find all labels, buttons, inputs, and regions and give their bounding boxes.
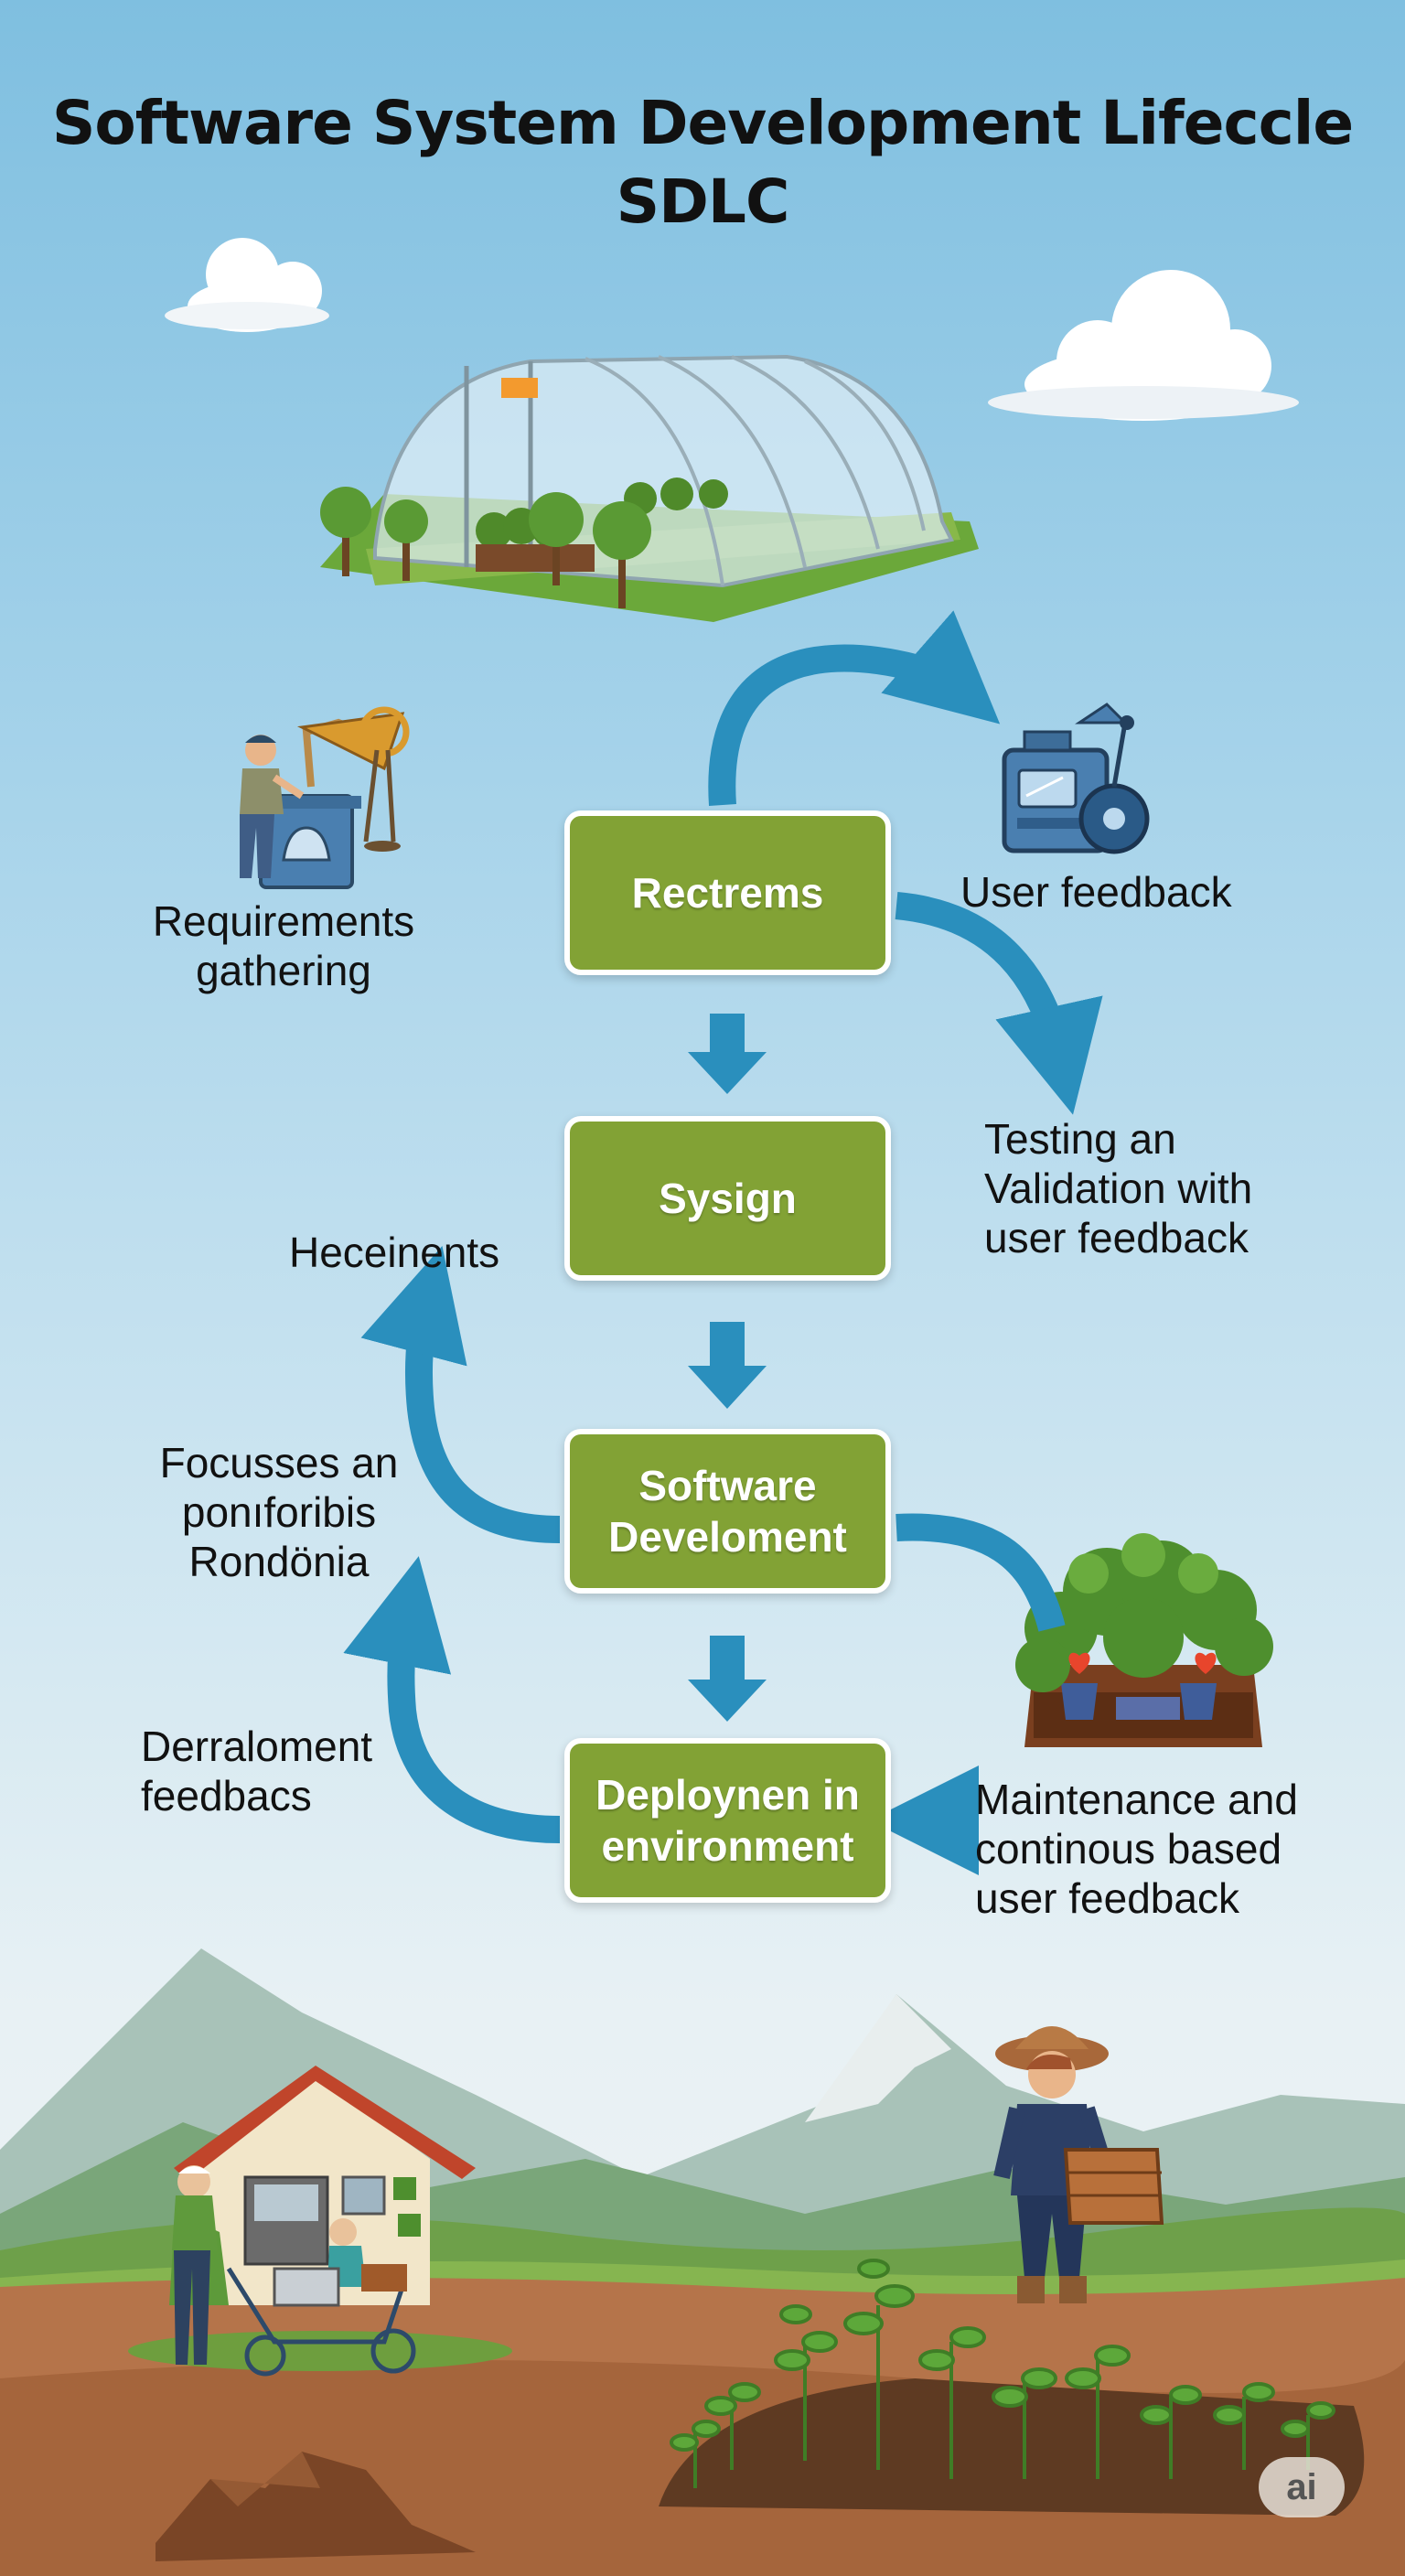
stage-box-deployment: Deploynen in environment: [564, 1738, 891, 1903]
label-focusses: Focusses an ponıforibis Rondönia: [159, 1439, 399, 1585]
ai-badge: ai: [1259, 2457, 1345, 2517]
label-testing-validation: Testing an Validation with user feedback: [984, 1115, 1253, 1261]
cloud-icon: [165, 238, 329, 332]
arrow-to-testing: [895, 892, 1103, 1115]
rock-icon: [156, 2452, 476, 2561]
stage-box-rectrems: Rectrems: [564, 810, 891, 975]
label-requirements-gathering: Requirements gathering: [152, 897, 415, 994]
down-arrow: [688, 1636, 767, 1722]
farmer-icon: [993, 2026, 1164, 2303]
seedling-field-icon: [670, 2259, 1335, 2488]
label-user-feedback: User feedback: [960, 868, 1232, 916]
arrow-to-focusses: [343, 1556, 561, 1843]
label-derraloment-feedback: Derraloment feedbacs: [141, 1723, 373, 1819]
farmhouse-icon: [128, 2066, 512, 2377]
arrow-loop-top: [708, 610, 1001, 806]
label-maintenance: Maintenance and continous based user fee…: [975, 1776, 1298, 1922]
stage-box-software-development: Software Develoment: [564, 1429, 891, 1594]
stage-box-sysign: Sysign: [564, 1116, 891, 1281]
worker-machine-icon: [240, 706, 410, 889]
feedback-device-icon: [1002, 703, 1150, 854]
down-arrows: [688, 1014, 767, 1722]
greenhouse-icon: [320, 354, 979, 622]
arrow-to-heceinents: [360, 1246, 561, 1543]
flow-arrows: [343, 610, 1103, 1875]
tree-icon: [320, 487, 651, 608]
arrow-dev-to-maintenance: [896, 1513, 1066, 1632]
cloud-icon: [988, 270, 1299, 421]
down-arrow: [688, 1014, 767, 1094]
label-heceinents: Heceinents: [289, 1229, 500, 1276]
planter-box-icon: [1015, 1533, 1273, 1747]
diagram-title: Software System Development Lifeccle SDL…: [51, 88, 1354, 237]
down-arrow: [688, 1322, 767, 1409]
